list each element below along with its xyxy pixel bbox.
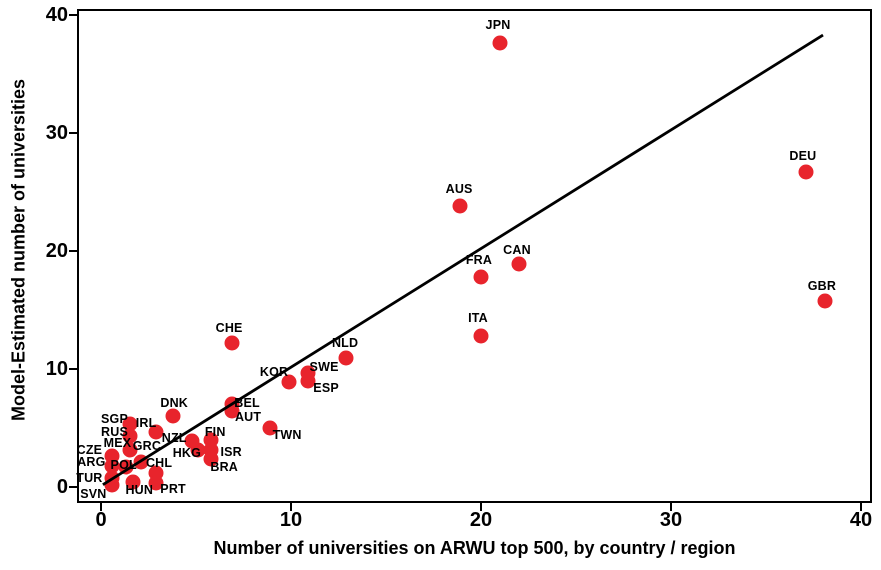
data-point-rus: [122, 428, 137, 444]
data-point-aus: [452, 198, 468, 214]
trend-line: [102, 33, 824, 486]
x-tick-mark: [480, 503, 482, 511]
country-label-irl: IRL: [135, 415, 157, 430]
country-label-bel: BEL: [234, 396, 260, 411]
y-tick-mark: [69, 368, 77, 370]
country-label-cze: CZE: [76, 443, 103, 458]
country-label-fin: FIN: [204, 424, 226, 439]
country-label-chl: CHL: [145, 455, 173, 470]
data-point-che: [224, 335, 240, 351]
data-point-arg: [104, 458, 120, 474]
country-label-aut: AUT: [234, 410, 262, 425]
data-point-deu: [798, 164, 814, 180]
data-point-kor: [281, 374, 297, 390]
data-point-hkg: [190, 442, 206, 458]
country-label-dnk: DNK: [160, 395, 189, 410]
country-label-pol: POL: [110, 457, 137, 472]
country-label-aus: AUS: [445, 181, 473, 196]
y-tick-label-0: 0: [56, 476, 68, 498]
x-axis-title: Number of universities on ARWU top 500, …: [213, 538, 736, 558]
data-point-jpn: [492, 35, 508, 51]
country-label-can: CAN: [503, 242, 531, 257]
country-label-kor: KOR: [259, 364, 289, 379]
country-label-mex: MEX: [103, 436, 132, 451]
plot-area: JPN DEU GBR AUS CAN FRA ITA CHE NLD SWE ESP KOR BEL A…: [76, 9, 872, 503]
country-label-arg: ARG: [77, 454, 106, 469]
data-point-bra: [203, 451, 219, 467]
y-tick-mark: [69, 250, 77, 252]
data-point-ita: [473, 328, 489, 344]
data-point-fra: [473, 269, 489, 285]
country-label-rus: RUS: [101, 425, 128, 439]
y-tick-label-40: 40: [45, 4, 68, 26]
data-point-prt: [148, 475, 164, 491]
data-point-sgp: [122, 416, 137, 432]
x-tick-mark: [100, 503, 102, 511]
country-label-prt: PRT: [160, 482, 186, 497]
x-tick-label-10: 10: [279, 509, 303, 531]
y-tick-mark: [69, 486, 77, 488]
x-tick-label-40: 40: [849, 509, 873, 531]
country-label-twn: TWN: [272, 427, 302, 442]
country-label-swe: SWE: [309, 359, 339, 374]
data-point-irl: [148, 424, 164, 440]
data-point-twn: [262, 420, 278, 436]
country-label-gbr: GBR: [807, 278, 837, 293]
y-tick-mark: [69, 132, 77, 134]
country-label-deu: DEU: [789, 148, 817, 163]
country-label-sgp: SGP: [101, 412, 128, 427]
country-label-svn: SVN: [80, 486, 107, 501]
y-tick-label-10: 10: [45, 358, 68, 380]
y-tick-label-30: 30: [45, 122, 68, 144]
data-point-nld: [338, 350, 354, 366]
data-point-dnk: [165, 408, 181, 424]
data-point-can: [511, 256, 527, 272]
country-label-nzl: NZL: [161, 430, 187, 445]
country-label-grc: GRC: [132, 438, 162, 453]
country-label-bra: BRA: [210, 459, 239, 474]
data-point-hun: [125, 474, 141, 490]
country-label-hkg: HKG: [172, 446, 202, 461]
country-label-tur: TUR: [76, 470, 103, 485]
country-label-hun: HUN: [125, 483, 154, 498]
x-tick-label-30: 30: [659, 509, 683, 531]
x-tick-label-20: 20: [469, 509, 493, 531]
country-label-jpn: JPN: [485, 18, 511, 33]
country-label-isr: ISR: [220, 445, 242, 460]
data-point-esp: [300, 373, 316, 389]
country-label-esp: ESP: [313, 380, 339, 395]
data-point-mex: [122, 442, 137, 458]
country-label-che: CHE: [215, 320, 243, 335]
x-tick-mark: [860, 503, 862, 511]
y-tick-mark: [69, 14, 77, 16]
data-point-pol: [118, 459, 134, 475]
data-point-gbr: [817, 293, 833, 309]
x-tick-mark: [290, 503, 292, 511]
x-tick-mark: [670, 503, 672, 511]
country-label-nld: NLD: [331, 336, 359, 351]
country-label-ita: ITA: [468, 310, 488, 325]
y-tick-label-20: 20: [45, 240, 68, 262]
x-tick-label-0: 0: [95, 509, 107, 531]
country-label-fra: FRA: [465, 252, 493, 267]
